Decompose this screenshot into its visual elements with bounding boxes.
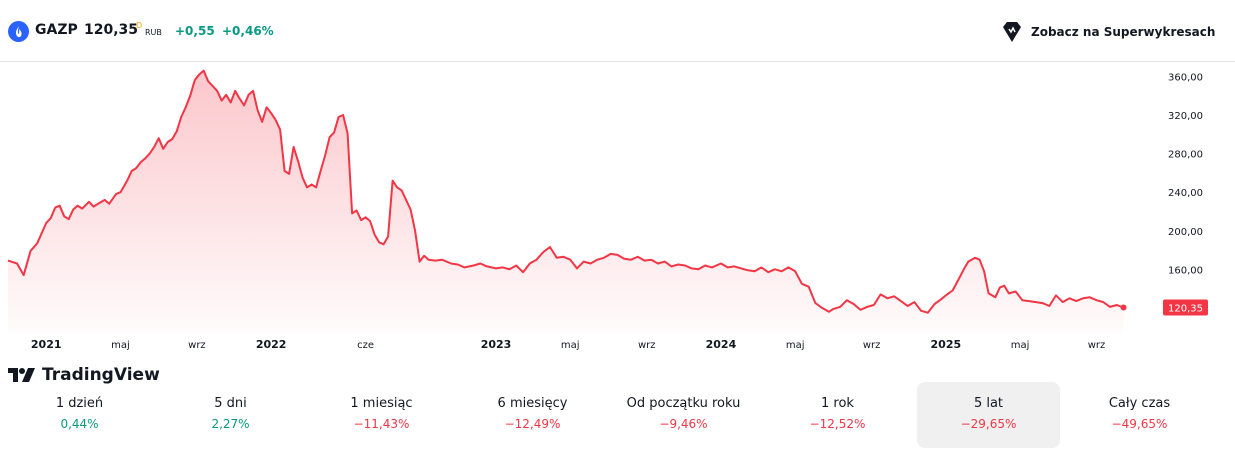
- tradingview-watermark-text: TradingView: [42, 365, 160, 385]
- superchart-icon: [1003, 22, 1021, 42]
- x-axis-tick-label: maj: [561, 340, 580, 351]
- x-axis-tick-label: maj: [1011, 340, 1030, 351]
- period-selector: 1 dzień 0,44% 5 dni 2,27% 1 miesiąc −11,…: [0, 382, 1235, 448]
- period-tab-1d[interactable]: 1 dzień 0,44%: [8, 382, 151, 448]
- price-chart[interactable]: 360,00 320,00 280,00 240,00 200,00 160,00 202…: [0, 62, 1235, 385]
- last-price-dot: [1120, 304, 1127, 311]
- price-change-absolute: +0,55: [175, 24, 215, 38]
- period-tab-ytd[interactable]: Od początku roku −9,46%: [612, 382, 755, 448]
- period-tab-all[interactable]: Cały czas −49,65%: [1068, 382, 1211, 448]
- x-axis-tick-label: wrz: [638, 340, 656, 351]
- period-change: 2,27%: [211, 417, 250, 431]
- x-axis-tick-label: 2022: [256, 338, 287, 351]
- period-tab-1m[interactable]: 1 miesiąc −11,43%: [310, 382, 453, 448]
- last-price-badge: [1163, 299, 1208, 316]
- period-change: −12,52%: [809, 417, 866, 431]
- period-change: −49,65%: [1111, 417, 1168, 431]
- price-delay-marker: D: [136, 21, 143, 30]
- last-price-badge-label: 120,35: [1168, 304, 1203, 315]
- period-tab-1y[interactable]: 1 rok −12,52%: [766, 382, 909, 448]
- period-label: Cały czas: [1108, 396, 1171, 411]
- tradingview-watermark: TradingView: [8, 365, 160, 385]
- period-tab-5y[interactable]: 5 lat −29,65%: [917, 382, 1060, 448]
- price-series-line: [7, 69, 1124, 314]
- period-change: −9,46%: [659, 417, 708, 431]
- y-axis-tick-label: 280,00: [1168, 150, 1203, 161]
- superchart-link[interactable]: Zobacz na Superwykresach: [1000, 19, 1215, 45]
- period-label: Od początku roku: [626, 396, 741, 411]
- period-tab-5d[interactable]: 5 dni 2,27%: [159, 382, 302, 448]
- period-change: −11,43%: [353, 417, 410, 431]
- tradingview-logo-icon: [8, 368, 35, 382]
- x-axis-tick-label: 2023: [481, 338, 512, 351]
- x-axis-tick-label: 2025: [931, 338, 962, 351]
- current-price: 120,35: [84, 22, 139, 38]
- period-label: 1 dzień: [55, 396, 104, 411]
- y-axis-tick-label: 320,00: [1168, 111, 1203, 122]
- y-axis-tick-label: 240,00: [1168, 188, 1203, 199]
- period-change: 0,44%: [60, 417, 99, 431]
- currency-label: RUB: [145, 28, 162, 37]
- y-axis-tick-label: 360,00: [1168, 72, 1203, 83]
- gazprom-logo: [8, 21, 29, 42]
- period-change: −29,65%: [960, 417, 1017, 431]
- x-axis-tick-label: maj: [786, 340, 805, 351]
- period-label: 1 rok: [821, 396, 854, 411]
- x-axis-tick-label: wrz: [188, 340, 206, 351]
- period-label: 1 miesiąc: [350, 396, 413, 411]
- price-area-fill: [8, 70, 1124, 332]
- x-axis-tick-label: wrz: [863, 340, 881, 351]
- period-label: 5 lat: [973, 396, 1004, 411]
- x-axis-tick-label: wrz: [1088, 340, 1106, 351]
- x-axis-tick-label: 2021: [31, 338, 62, 351]
- x-axis-tick-label: maj: [111, 340, 130, 351]
- x-axis-tick-label: 2024: [706, 338, 737, 351]
- period-change: −12,49%: [504, 417, 561, 431]
- y-axis-tick-label: 200,00: [1168, 227, 1203, 238]
- header-bar: GAZP 120,35 D RUB +0,55 +0,46% Zobacz na…: [0, 0, 1235, 62]
- y-axis-tick-label: 160,00: [1168, 265, 1203, 276]
- ticker-symbol[interactable]: GAZP: [35, 22, 78, 38]
- price-change-percent: +0,46%: [222, 24, 274, 38]
- chart-canvas[interactable]: 360,00 320,00 280,00 240,00 200,00 160,00 202…: [0, 62, 1235, 362]
- period-tab-6m[interactable]: 6 miesięcy −12,49%: [461, 382, 604, 448]
- x-axis-tick-label: cze: [357, 340, 374, 351]
- period-label: 5 dni: [214, 396, 247, 411]
- superchart-label: Zobacz na Superwykresach: [1031, 25, 1216, 39]
- period-label: 6 miesięcy: [497, 396, 568, 411]
